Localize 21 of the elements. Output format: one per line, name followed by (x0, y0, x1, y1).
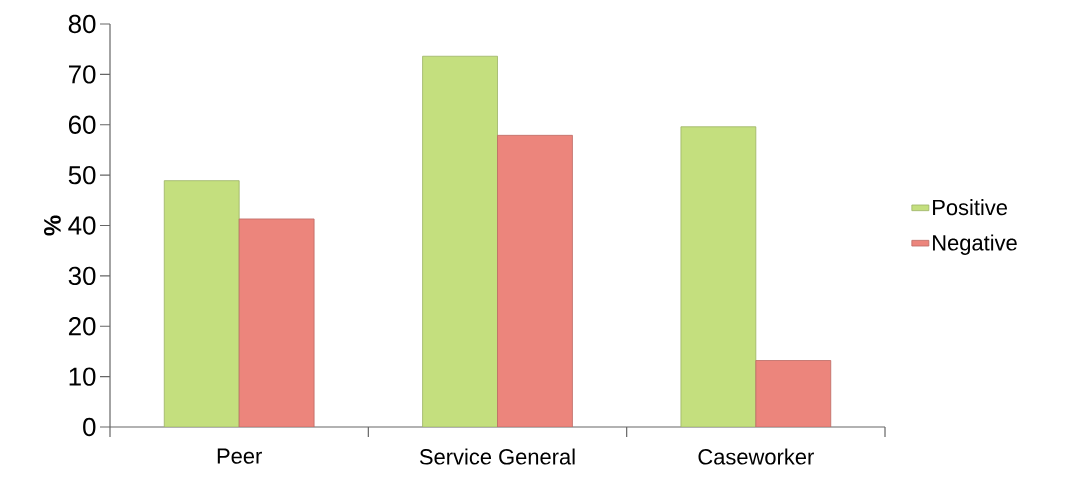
bar (755, 360, 832, 427)
legend-label: Negative (933, 234, 1017, 255)
legend-label: Positive (933, 199, 1008, 216)
x-tick-label: Peer (217, 448, 262, 464)
bar (238, 218, 315, 427)
y-tick-label: 0 (83, 417, 96, 437)
y-tick-label: 70 (69, 65, 96, 84)
y-tick-label: 20 (68, 317, 96, 336)
x-tick-label: Service General (419, 448, 575, 465)
y-tick-label: 10 (69, 367, 96, 386)
bar (163, 180, 240, 427)
y-tick-label: 50 (68, 165, 96, 185)
x-tick-label: Caseworker (698, 448, 814, 465)
y-axis-title: % (44, 215, 61, 236)
bar (422, 55, 498, 427)
bar (497, 134, 573, 427)
y-tick-label: 80 (68, 14, 96, 34)
bar (680, 126, 757, 427)
y-tick-label: 30 (68, 266, 96, 286)
y-tick-label: 60 (68, 115, 96, 134)
y-tick-label: 40 (68, 216, 96, 235)
